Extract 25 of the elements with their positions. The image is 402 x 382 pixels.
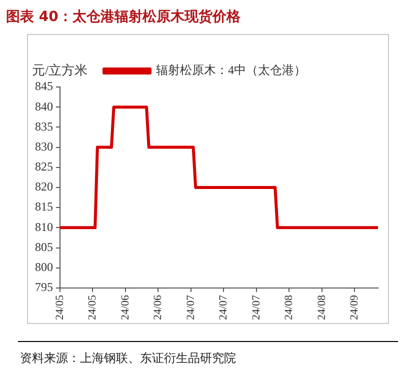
y-tick-label: 825 bbox=[35, 160, 53, 174]
x-tick-label: 24/05 bbox=[86, 294, 99, 320]
x-tick-label: 24/07 bbox=[250, 294, 262, 320]
chart-title: 图表 40：太仓港辐射松原木现货价格 bbox=[6, 8, 240, 26]
x-tick-label: 24/09 bbox=[348, 294, 361, 320]
y-tick-label: 810 bbox=[35, 220, 53, 234]
y-tick-label: 805 bbox=[35, 240, 53, 254]
y-axis-title: 元/立方米 bbox=[32, 62, 88, 78]
y-tick-label: 835 bbox=[35, 119, 53, 134]
x-tick-label: 24/07 bbox=[218, 294, 230, 320]
y-tick-label: 815 bbox=[35, 200, 53, 214]
text: 资料来源：上海钢联、东证衍生品研究院 bbox=[20, 350, 236, 367]
x-tick-label: 24/06 bbox=[119, 294, 132, 320]
legend-label: 辐射松原木：4中（太仓港） bbox=[156, 63, 306, 78]
x-tick-label: 24/08 bbox=[316, 294, 328, 320]
y-tick-label: 845 bbox=[35, 79, 53, 94]
y-tick-label: 795 bbox=[35, 280, 53, 294]
y-tick-label: 820 bbox=[35, 180, 53, 194]
x-tick-label: 24/05 bbox=[54, 294, 66, 320]
x-tick-label: 24/06 bbox=[152, 294, 164, 320]
x-tick-label: 24/08 bbox=[283, 294, 296, 320]
y-tick-label: 840 bbox=[35, 99, 53, 114]
x-tick-label: 24/07 bbox=[184, 294, 197, 320]
y-tick-label: 800 bbox=[35, 260, 53, 274]
y-tick-label: 830 bbox=[35, 139, 53, 154]
